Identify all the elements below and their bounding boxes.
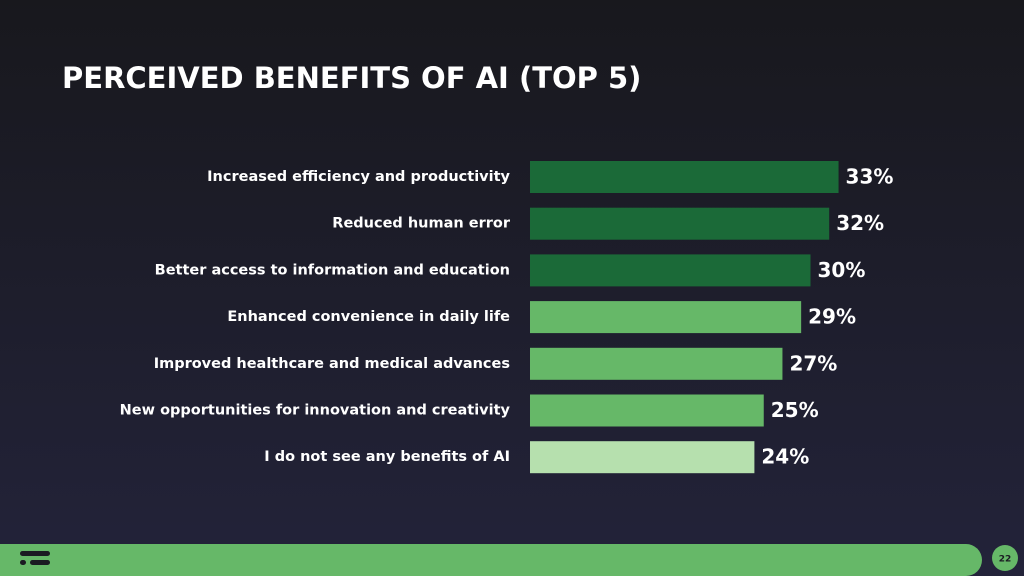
chart-title: PERCEIVED BENEFITS OF AI (TOP 5) bbox=[62, 61, 641, 95]
category-label: Enhanced convenience in daily life bbox=[227, 309, 510, 325]
bar bbox=[530, 161, 839, 193]
category-label: I do not see any benefits of AI bbox=[264, 449, 510, 465]
bar bbox=[530, 301, 802, 334]
value-label: 30% bbox=[818, 258, 866, 282]
bar bbox=[530, 207, 830, 240]
bar bbox=[530, 347, 783, 380]
category-label: Improved healthcare and medical advances bbox=[154, 356, 510, 372]
value-label: 24% bbox=[761, 445, 809, 469]
category-label: Increased efficiency and productivity bbox=[207, 169, 510, 185]
category-label: Better access to information and educati… bbox=[155, 262, 510, 278]
footer-bar bbox=[0, 544, 982, 576]
category-label: New opportunities for innovation and cre… bbox=[120, 403, 511, 419]
value-label: 32% bbox=[836, 211, 884, 235]
value-label: 29% bbox=[808, 305, 856, 329]
bar bbox=[530, 254, 811, 287]
value-label: 33% bbox=[846, 165, 894, 189]
bar bbox=[530, 394, 764, 427]
page-badge bbox=[992, 545, 1018, 571]
bar bbox=[530, 441, 755, 474]
logo bbox=[20, 551, 50, 565]
value-label: 25% bbox=[771, 398, 819, 422]
value-label: 27% bbox=[789, 351, 837, 375]
category-label: Reduced human error bbox=[332, 216, 511, 232]
page-number: 22 bbox=[999, 555, 1012, 565]
